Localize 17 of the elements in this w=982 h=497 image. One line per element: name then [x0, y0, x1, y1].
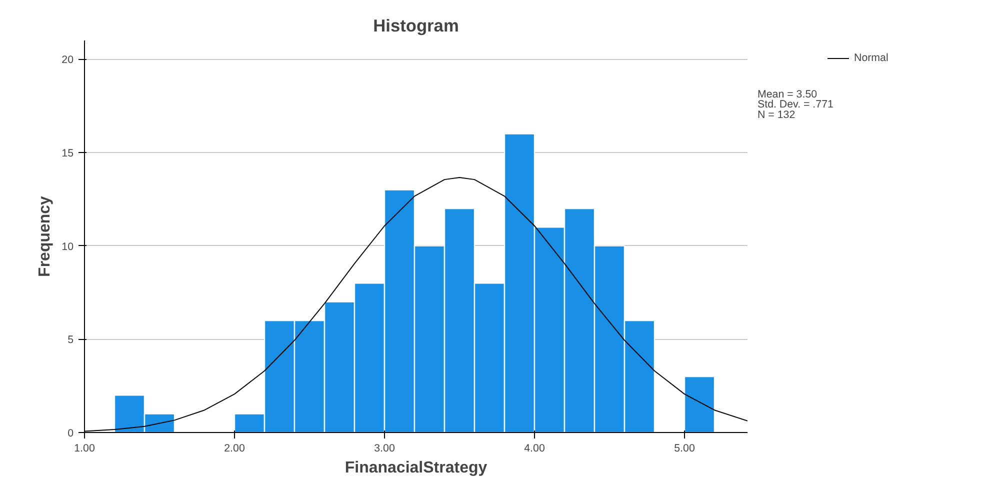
- y-tick-label: 20: [62, 54, 74, 66]
- text: Std. Dev. = .771: [758, 98, 834, 111]
- y-axis-title: Frequency: [36, 196, 54, 277]
- x-tick-label: 4.00: [524, 442, 545, 454]
- text: N = 132: [758, 109, 796, 122]
- x-tick-label: 2.00: [224, 442, 245, 454]
- x-tick-label: 3.00: [374, 442, 395, 454]
- chart-title: Histogram: [373, 16, 459, 36]
- x-tick-label: 5.00: [674, 442, 695, 454]
- y-tick-label: 10: [62, 240, 74, 253]
- x-tick-label: 1.00: [74, 442, 95, 454]
- y-tick-label: 15: [62, 148, 74, 160]
- x-axis-title: FinanacialStrategy: [344, 460, 488, 476]
- y-tick-label: 0: [68, 428, 74, 440]
- legend-label: Normal: [854, 51, 890, 66]
- y-tick-label: 5: [68, 334, 74, 346]
- text: Mean = 3.50: [758, 88, 818, 100]
